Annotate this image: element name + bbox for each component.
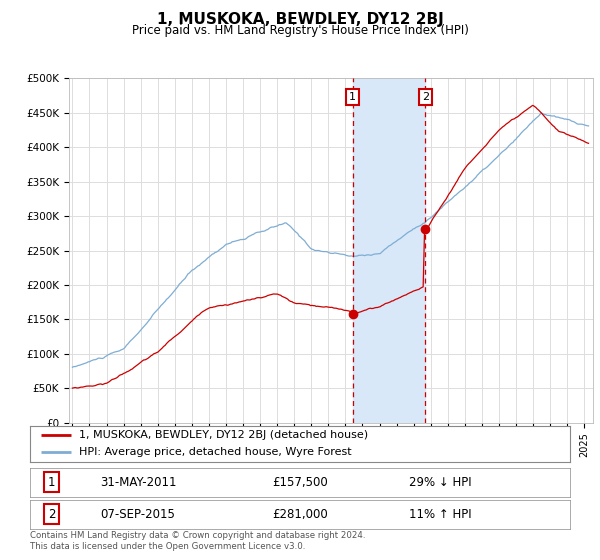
Text: 1: 1 <box>48 475 55 489</box>
Text: 1, MUSKOKA, BEWDLEY, DY12 2BJ (detached house): 1, MUSKOKA, BEWDLEY, DY12 2BJ (detached … <box>79 431 368 440</box>
Text: 1, MUSKOKA, BEWDLEY, DY12 2BJ: 1, MUSKOKA, BEWDLEY, DY12 2BJ <box>157 12 443 27</box>
Text: 2: 2 <box>422 92 429 102</box>
Text: Contains HM Land Registry data © Crown copyright and database right 2024.
This d: Contains HM Land Registry data © Crown c… <box>30 531 365 551</box>
Text: HPI: Average price, detached house, Wyre Forest: HPI: Average price, detached house, Wyre… <box>79 447 351 457</box>
Text: 31-MAY-2011: 31-MAY-2011 <box>100 475 176 489</box>
Text: £157,500: £157,500 <box>272 475 328 489</box>
Text: 07-SEP-2015: 07-SEP-2015 <box>101 507 175 521</box>
Text: 11% ↑ HPI: 11% ↑ HPI <box>409 507 472 521</box>
Text: 29% ↓ HPI: 29% ↓ HPI <box>409 475 472 489</box>
Text: 1: 1 <box>349 92 356 102</box>
Text: 2: 2 <box>48 507 55 521</box>
Text: £281,000: £281,000 <box>272 507 328 521</box>
Bar <box>353 78 425 423</box>
Text: Price paid vs. HM Land Registry's House Price Index (HPI): Price paid vs. HM Land Registry's House … <box>131 24 469 36</box>
